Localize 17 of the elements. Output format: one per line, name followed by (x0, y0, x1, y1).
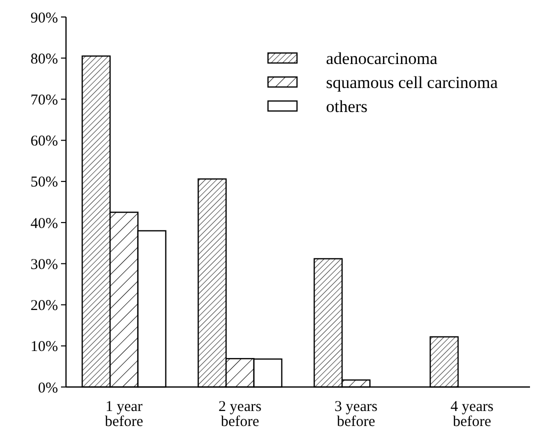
legend-label: adenocarcinoma (326, 48, 438, 68)
y-tick-label: 30% (30, 256, 58, 273)
y-tick-label: 20% (30, 298, 58, 314)
legend-label: others (326, 96, 368, 116)
y-tick-label: 0% (38, 380, 58, 396)
y-tick-label: 70% (30, 92, 58, 108)
y-tick-label: 50% (30, 174, 58, 191)
x-tick-label: 4 years before (450, 399, 494, 430)
x-tick-label: 1 year before (104, 399, 144, 430)
y-tick-label: 40% (30, 216, 58, 232)
legend-label: squamous cell carcinoma (326, 72, 498, 92)
y-tick-label: 90% (30, 10, 58, 26)
x-tick-label: 2 years before (218, 399, 262, 430)
y-tick-label: 60% (30, 134, 58, 150)
x-tick-label: 3 years before (334, 399, 378, 430)
y-tick-label: 80% (30, 51, 58, 68)
y-tick-label: 10% (30, 339, 58, 356)
